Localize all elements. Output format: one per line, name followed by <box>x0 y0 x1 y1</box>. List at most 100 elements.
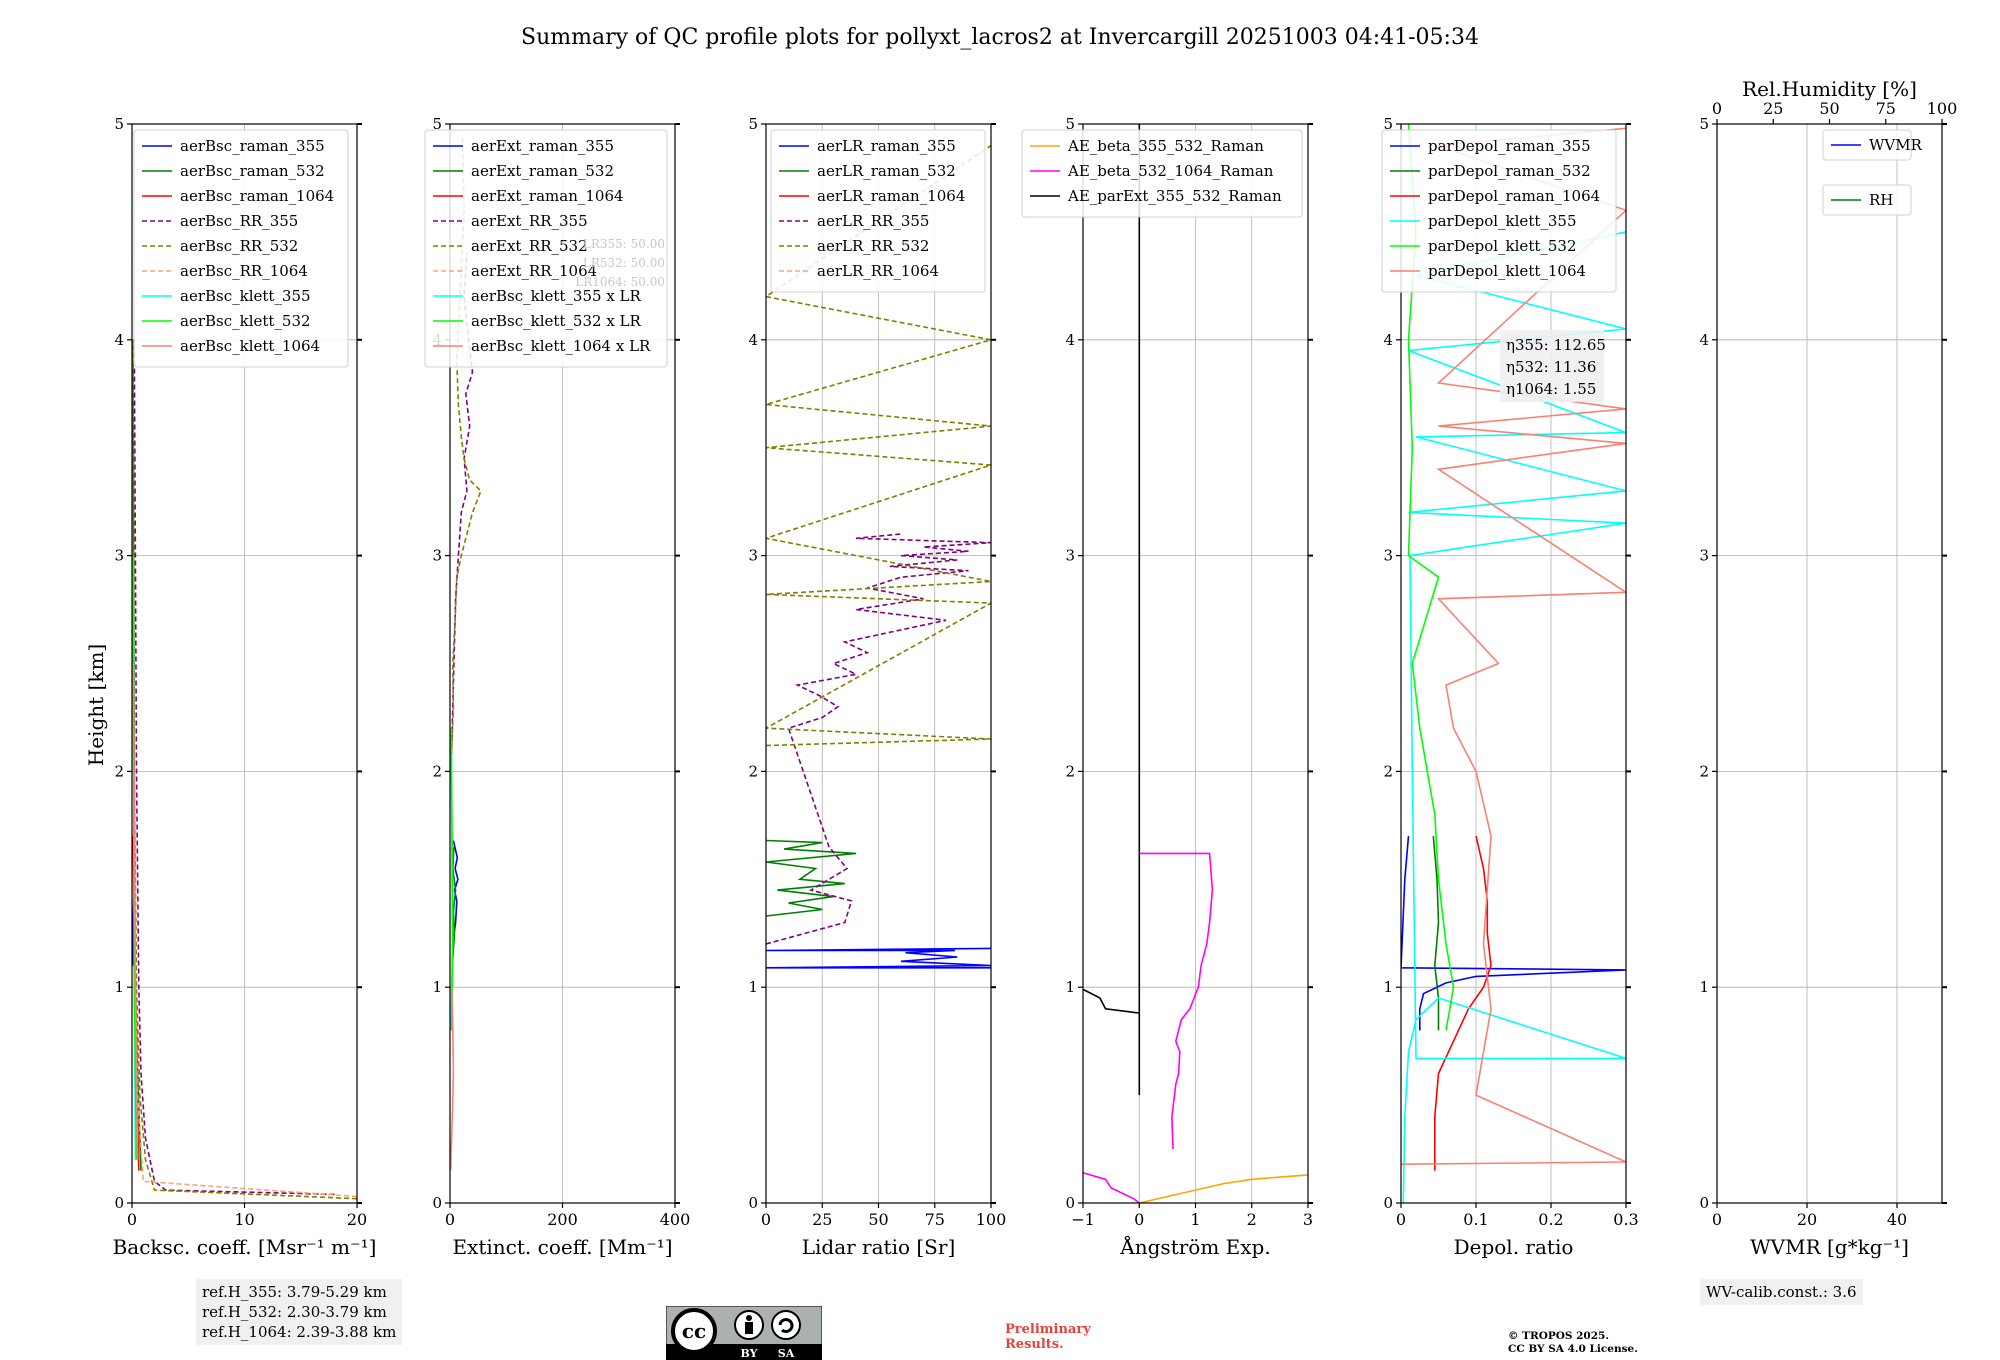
series-group <box>450 134 482 1171</box>
y-tick-label: 5 <box>748 115 758 133</box>
x-tick-label: 0 <box>127 1210 137 1229</box>
legend-label: parDepol_klett_1064 <box>1428 262 1586 280</box>
y-tick-label: 0 <box>1383 1194 1393 1212</box>
legend-label: aerBsc_RR_1064 <box>180 262 308 280</box>
x2-tick-label: 50 <box>1819 99 1839 118</box>
eta-annotation: η532: 11.36 <box>1506 358 1596 376</box>
y-tick-label: 1 <box>432 978 442 996</box>
y-tick-label: 3 <box>432 547 442 565</box>
copyright-line-2: CC BY SA 4.0 License. <box>1508 1343 1638 1355</box>
legend: aerLR_raman_355 aerLR_raman_532 aerLR_rama… <box>770 129 986 293</box>
legend-label: aerExt_RR_1064 <box>471 262 597 280</box>
legend: AE_beta_355_532_Raman AE_beta_532_1064_Ra… <box>1021 129 1303 218</box>
legend-label: aerBsc_klett_355 x LR <box>471 287 642 305</box>
series-AE_parExt_355_532_Raman <box>1083 124 1141 1096</box>
legend-label: AE_beta_532_1064_Raman <box>1067 162 1274 180</box>
cc-badge-by: BY <box>741 1347 758 1360</box>
legend-label: aerExt_RR_355 <box>471 212 588 230</box>
x2-tick-label: 0 <box>1712 99 1722 118</box>
legend-label: parDepol_raman_1064 <box>1428 187 1600 205</box>
y-tick-label: 4 <box>1065 331 1075 349</box>
legend-label: AE_parExt_355_532_Raman <box>1067 187 1282 205</box>
series-aerLR_RR_355 <box>766 533 991 945</box>
y-tick-label: 2 <box>1383 762 1393 780</box>
legend-frame <box>1822 184 1912 216</box>
legend-label: aerBsc_RR_532 <box>180 237 298 255</box>
legend-label: parDepol_raman_532 <box>1428 162 1591 180</box>
y-tick-label: 3 <box>748 547 758 565</box>
x-tick-label: 2 <box>1247 1210 1257 1229</box>
ref-height-532: ref.H_532: 2.30-3.79 km <box>202 1303 387 1321</box>
series-group <box>1401 124 1626 1203</box>
x-axis-label: Lidar ratio [Sr] <box>802 1235 956 1259</box>
x-axis-label: Depol. ratio <box>1454 1235 1574 1259</box>
series-aerBsc_RR_355 <box>133 339 335 1196</box>
y-tick-label: 2 <box>114 762 124 780</box>
legend-frame <box>1822 129 1912 161</box>
series-aerBsc_klett_1064 x LR <box>450 987 455 1171</box>
ref-height-355: ref.H_355: 3.79-5.29 km <box>202 1283 387 1301</box>
series-aerBsc_klett_1064 <box>132 663 139 1160</box>
cc-license-badge-icon: cc BY SA <box>666 1306 822 1360</box>
legend: aerBsc_raman_355 aerBsc_raman_532 aerBsc_r… <box>133 129 349 368</box>
x2-axis-label: Rel.Humidity [%] <box>1742 77 1917 101</box>
x2-tick-label: 75 <box>1876 99 1896 118</box>
eta-annotation: η1064: 1.55 <box>1506 380 1596 398</box>
panel-bsc: 0 1 2 3 4 5 0 10 20 Backsc. coeff. [Msr⁻¹ m⁻¹] aer… <box>113 115 377 1259</box>
y-tick-label: 5 <box>1065 115 1075 133</box>
y-tick-label: 2 <box>748 762 758 780</box>
y-axis-label: Height [km] <box>84 644 108 766</box>
series-AE_beta_532_1064_Raman <box>1139 852 1214 1150</box>
y-tick-label: 1 <box>1383 978 1393 996</box>
y-tick-label: 4 <box>1699 331 1709 349</box>
legend-label: aerLR_raman_1064 <box>817 187 965 205</box>
eta-annotation: η355: 112.65 <box>1506 336 1606 354</box>
x-tick-label: 0.1 <box>1463 1210 1488 1229</box>
legend-label: aerBsc_raman_355 <box>180 137 325 155</box>
y-tick-label: 0 <box>1699 1194 1709 1212</box>
y-tick-label: 4 <box>114 331 124 349</box>
x-tick-label: 0.3 <box>1613 1210 1638 1229</box>
legend-frame <box>1021 129 1303 218</box>
legend: WVMR RH <box>1822 129 1923 216</box>
x-tick-label: 20 <box>347 1210 367 1229</box>
series-aerBsc_RR_532 <box>132 339 357 1200</box>
copyright-line-1: © TROPOS 2025. <box>1508 1330 1610 1342</box>
series-group <box>132 339 357 1200</box>
reference-height-box: ref.H_355: 3.79-5.29 km ref.H_532: 2.30-… <box>196 1279 403 1345</box>
legend-label: WVMR <box>1869 136 1923 154</box>
y-tick-label: 0 <box>748 1194 758 1212</box>
y-tick-label: 4 <box>748 331 758 349</box>
series-parDepol_raman_532 <box>1432 836 1440 1031</box>
y-tick-label: 0 <box>1065 1194 1075 1212</box>
legend-label: aerLR_RR_1064 <box>817 262 939 280</box>
legend-frame <box>770 129 986 293</box>
x2-tick-label: 100 <box>1927 99 1958 118</box>
series-parDepol_raman_1064 <box>1434 835 1492 1171</box>
series-AE_beta_355_532_Raman <box>1139 1174 1308 1203</box>
x-axis-label: Backsc. coeff. [Msr⁻¹ m⁻¹] <box>113 1235 377 1259</box>
legend-label: RH <box>1869 191 1893 209</box>
series-parDepol_klett_355 <box>1402 231 1626 1203</box>
x-axis-label: Ångström Exp. <box>1119 1234 1270 1259</box>
prelim-line-1: Preliminary <box>1005 1322 1091 1337</box>
legend-label: aerLR_RR_355 <box>817 212 929 230</box>
x-tick-label: 400 <box>660 1210 691 1229</box>
x-tick-label: 200 <box>547 1210 578 1229</box>
x-tick-label: 25 <box>812 1210 832 1229</box>
legend-label: aerBsc_klett_532 x LR <box>471 312 642 330</box>
y-tick-label: 3 <box>1699 547 1709 565</box>
y-tick-label: 4 <box>1383 331 1393 349</box>
x-tick-label: 20 <box>1797 1210 1817 1229</box>
legend-label: aerExt_raman_1064 <box>471 187 624 205</box>
series-aerExt_RR_532 <box>450 134 482 750</box>
prelim-line-2: Results. <box>1005 1337 1064 1352</box>
legend-label: aerBsc_raman_532 <box>180 162 325 180</box>
legend-label: parDepol_klett_355 <box>1428 212 1577 230</box>
legend-label: aerBsc_RR_355 <box>180 212 298 230</box>
legend: aerExt_raman_355 aerExt_raman_532 aerExt_r… <box>424 129 668 368</box>
legend-label: aerExt_RR_532 <box>471 237 588 255</box>
wv-calib-text: WV-calib.const.: 3.6 <box>1706 1283 1857 1301</box>
x-tick-label: 0.2 <box>1538 1210 1563 1229</box>
x-tick-label: 0 <box>761 1210 771 1229</box>
